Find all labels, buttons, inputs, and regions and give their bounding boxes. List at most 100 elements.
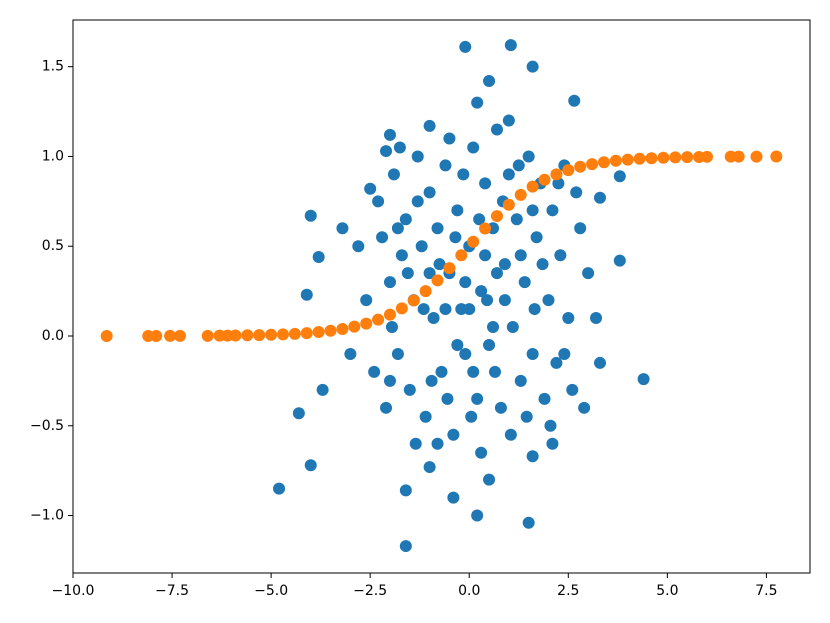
point [526,450,539,463]
point [498,294,511,307]
point [471,509,484,522]
point [431,274,444,287]
point [504,39,517,52]
point [613,170,626,183]
point [459,40,472,53]
point [483,75,496,88]
point [475,285,488,298]
point [574,222,587,235]
point [427,312,440,325]
point [700,150,713,163]
point [431,437,444,450]
point [411,150,424,163]
point [401,267,414,280]
x-tick-label: 0.0 [458,583,480,599]
point [510,213,523,226]
point [435,365,448,378]
point [380,145,393,158]
point [554,249,567,262]
point [570,186,583,199]
point [502,168,515,181]
point [457,168,470,181]
point [425,374,438,387]
point [473,213,486,226]
point [451,204,464,217]
point [467,235,480,248]
point [479,249,492,262]
point [514,188,527,201]
point [395,249,408,262]
point [417,303,430,316]
point [490,267,503,280]
point [423,186,436,199]
point [471,96,484,109]
point [502,198,515,211]
point [542,294,555,307]
point [336,222,349,235]
point [419,410,432,423]
point [411,195,424,208]
point [562,164,575,177]
point [360,317,373,330]
point [522,150,535,163]
axes-frame [72,19,811,574]
point [439,303,452,316]
point [459,347,472,360]
point [300,288,313,301]
point [669,151,682,164]
point [201,329,214,342]
point [637,373,650,386]
point [732,150,745,163]
point [488,365,501,378]
point [399,540,412,553]
point [324,324,337,337]
point [467,141,480,154]
point [574,160,587,173]
point [528,303,541,316]
point [368,365,381,378]
point [300,327,313,340]
point [633,152,646,165]
point [490,210,503,223]
point [409,437,422,450]
point [241,329,254,342]
point [578,401,591,414]
point [536,258,549,271]
x-tick-label: −7.5 [155,583,189,599]
point [399,484,412,497]
point [546,437,559,450]
point [481,294,494,307]
point [364,182,377,195]
point [419,285,432,298]
x-tick-label: 5.0 [656,583,678,599]
point [423,267,436,280]
point [451,338,464,351]
point [229,329,242,342]
point [273,482,286,495]
point [471,392,484,405]
point [657,151,670,164]
point [544,419,557,432]
point [459,276,472,289]
point [383,128,396,141]
point [586,158,599,171]
point [312,326,325,339]
point [463,303,476,316]
point [173,329,186,342]
point [550,356,563,369]
point [512,159,525,172]
point [681,151,694,164]
point [304,459,317,472]
point [593,356,606,369]
point [479,222,492,235]
point [447,491,460,504]
point [443,262,456,275]
point [455,249,468,262]
point [399,213,412,226]
x-tick-label: −10.0 [52,583,95,599]
point [433,258,446,271]
point [467,365,480,378]
point [100,330,113,342]
point [593,191,606,204]
